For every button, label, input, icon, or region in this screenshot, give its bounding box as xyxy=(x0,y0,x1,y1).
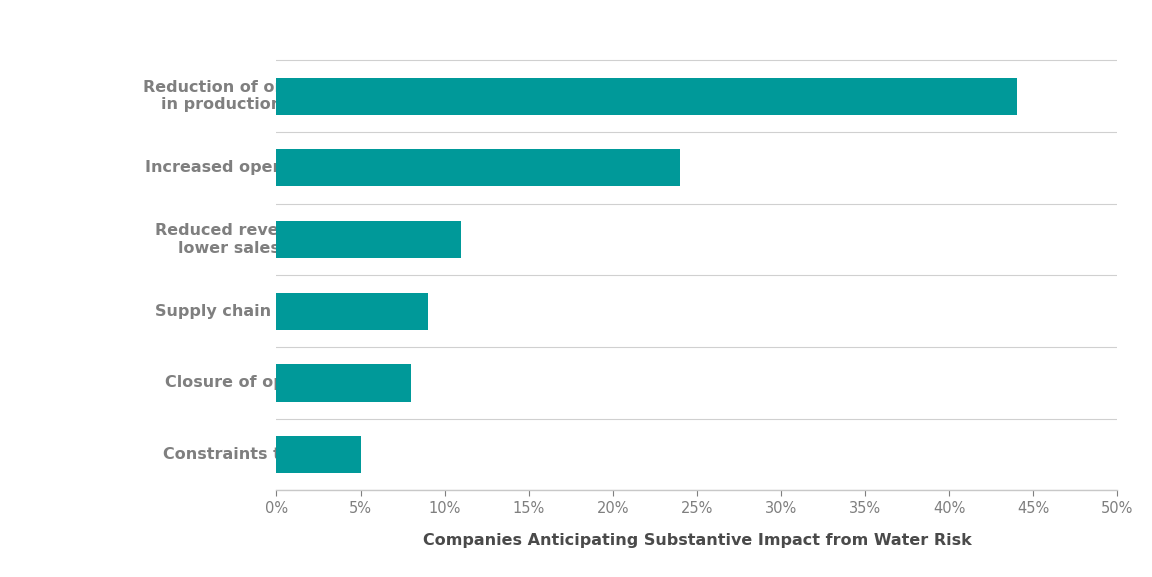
Bar xyxy=(276,221,462,258)
X-axis label: Companies Anticipating Substantive Impact from Water Risk: Companies Anticipating Substantive Impac… xyxy=(423,533,971,548)
Bar xyxy=(276,149,680,186)
Bar xyxy=(276,364,411,402)
Bar xyxy=(276,293,427,330)
Bar xyxy=(276,77,1016,115)
Bar xyxy=(276,436,361,473)
